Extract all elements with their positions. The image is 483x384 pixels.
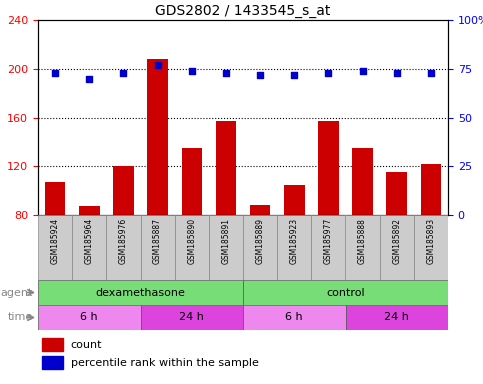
Bar — [113, 166, 134, 215]
Text: GSM185887: GSM185887 — [153, 218, 162, 264]
Bar — [106, 215, 141, 280]
Bar — [250, 205, 270, 215]
Bar — [42, 356, 63, 369]
Text: control: control — [326, 288, 365, 298]
Bar — [345, 215, 380, 280]
Bar — [38, 305, 141, 330]
Text: GSM185977: GSM185977 — [324, 218, 333, 265]
Bar — [243, 280, 448, 305]
Bar — [45, 182, 65, 215]
Text: GSM185892: GSM185892 — [392, 218, 401, 264]
Bar — [147, 59, 168, 215]
Text: GSM185976: GSM185976 — [119, 218, 128, 265]
Bar — [386, 172, 407, 215]
Text: agent: agent — [1, 288, 33, 298]
Point — [256, 71, 264, 78]
Text: count: count — [71, 339, 102, 350]
Point — [188, 68, 196, 74]
Text: GSM185964: GSM185964 — [85, 218, 94, 265]
Bar — [38, 280, 243, 305]
Bar — [345, 305, 448, 330]
Bar — [72, 215, 106, 280]
Bar — [312, 215, 345, 280]
Bar — [209, 215, 243, 280]
Point — [427, 70, 435, 76]
Point — [290, 71, 298, 78]
Point — [222, 70, 230, 76]
Text: dexamethasone: dexamethasone — [96, 288, 185, 298]
Bar — [318, 121, 339, 215]
Text: time: time — [8, 313, 33, 323]
Bar — [38, 215, 72, 280]
Text: GSM185888: GSM185888 — [358, 218, 367, 264]
Point — [85, 75, 93, 81]
Text: 24 h: 24 h — [384, 313, 409, 323]
Bar — [141, 215, 175, 280]
Bar — [175, 215, 209, 280]
Bar — [352, 148, 373, 215]
Bar — [380, 215, 414, 280]
Bar — [277, 215, 312, 280]
Bar — [79, 207, 99, 215]
Bar — [42, 338, 63, 351]
Point — [393, 70, 400, 76]
Bar — [284, 185, 304, 215]
Text: 6 h: 6 h — [81, 313, 98, 323]
Point — [325, 70, 332, 76]
Bar — [243, 305, 345, 330]
Text: GSM185893: GSM185893 — [426, 218, 435, 264]
Text: GSM185890: GSM185890 — [187, 218, 196, 264]
Text: percentile rank within the sample: percentile rank within the sample — [71, 358, 259, 367]
Point — [120, 70, 128, 76]
Point — [154, 62, 161, 68]
Text: GSM185889: GSM185889 — [256, 218, 265, 264]
Text: 6 h: 6 h — [285, 313, 303, 323]
Point — [51, 70, 59, 76]
Bar — [182, 148, 202, 215]
Title: GDS2802 / 1433545_s_at: GDS2802 / 1433545_s_at — [156, 3, 331, 18]
Bar — [414, 215, 448, 280]
Text: GSM185923: GSM185923 — [290, 218, 299, 264]
Bar — [141, 305, 243, 330]
Point — [359, 68, 367, 74]
Bar — [216, 121, 236, 215]
Bar — [421, 164, 441, 215]
Text: 24 h: 24 h — [179, 313, 204, 323]
Text: GSM185891: GSM185891 — [221, 218, 230, 264]
Bar — [243, 215, 277, 280]
Text: GSM185924: GSM185924 — [51, 218, 59, 264]
